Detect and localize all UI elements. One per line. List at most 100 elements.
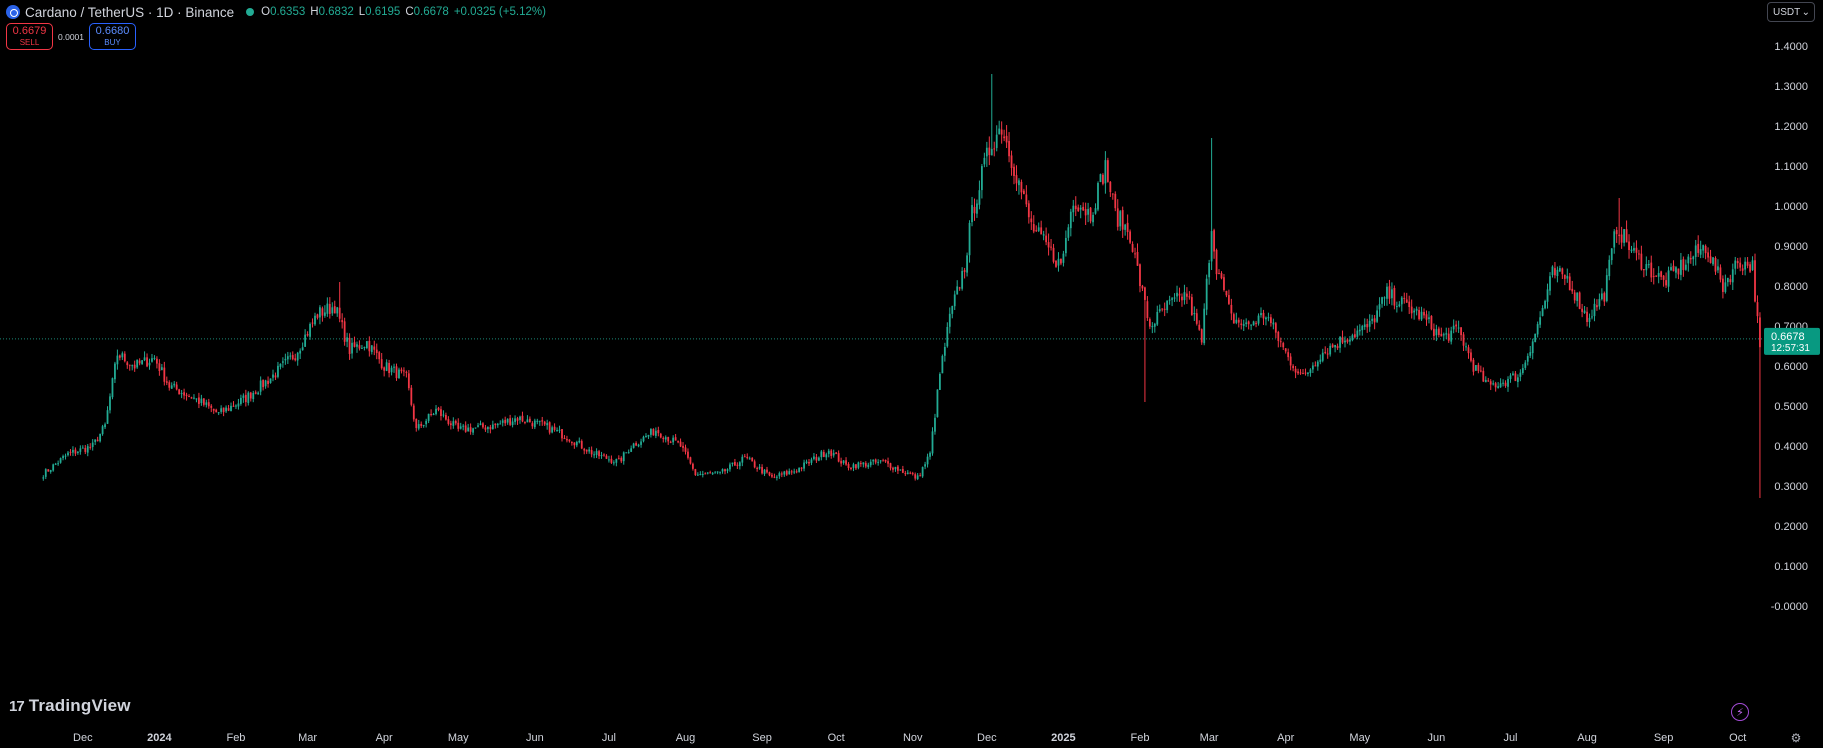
x-tick-label: Jul [1503, 732, 1517, 744]
candle-body [1684, 264, 1687, 270]
candle-body [1045, 235, 1048, 243]
candle-body [830, 450, 833, 456]
candle-body [988, 147, 991, 156]
candle-body [425, 420, 428, 425]
candle-body [864, 463, 867, 467]
candle-body [316, 314, 319, 318]
candle-body [1751, 260, 1754, 271]
candle-body [254, 392, 257, 394]
candle-body [1504, 382, 1507, 386]
price-change: +0.0325 (+5.12%) [453, 6, 546, 18]
candle-body [899, 469, 902, 471]
candle-body [106, 410, 109, 424]
candle-body [1376, 310, 1378, 322]
candle-body [1660, 271, 1663, 277]
candle-body [847, 464, 850, 469]
tradingview-logo[interactable]: 17 TradingView [9, 696, 131, 716]
candle-body [608, 459, 610, 461]
candle-body [1615, 229, 1618, 235]
candle-body [269, 378, 272, 384]
candle-body [788, 471, 791, 475]
candle-body [1460, 327, 1462, 336]
candle-body [1729, 279, 1732, 283]
candle-body [1331, 344, 1334, 348]
candle-body [926, 456, 929, 465]
candle-body [1625, 229, 1628, 243]
buy-button[interactable]: 0.6680 BUY [89, 23, 136, 50]
candle-body [1188, 296, 1191, 298]
candle-body [81, 447, 84, 449]
x-tick-label: Jun [1428, 732, 1446, 744]
candle-body [963, 270, 966, 272]
candle-body [49, 469, 52, 472]
candle-body [837, 453, 840, 462]
candle-body [536, 420, 539, 422]
candle-body [158, 363, 161, 371]
candle-body [1294, 368, 1297, 373]
lightning-icon[interactable]: ⚡ [1731, 703, 1749, 721]
candle-body [983, 157, 986, 165]
candle-body [808, 462, 810, 464]
candle-body [1334, 344, 1337, 348]
candle-body [803, 462, 805, 469]
gear-icon[interactable]: ⚙ [1790, 731, 1802, 745]
candle-body [1069, 211, 1072, 229]
price-axis[interactable]: 1.4000 1.3000 1.2000 1.1000 1.0000 0.9000 0.80… [1771, 41, 1808, 613]
candle-body [894, 466, 897, 470]
candle-body [813, 456, 815, 459]
candle-body [1129, 231, 1131, 243]
symbol-title[interactable]: Cardano / TetherUS · 1D · Binance [25, 4, 235, 20]
time-axis[interactable]: Dec 2024 Feb Mar Apr May Jun Jul Aug Sep Oct Nov Dec… [73, 732, 1746, 744]
currency-select[interactable]: USDT ⌄ [1767, 2, 1815, 22]
candle-body [1529, 352, 1532, 356]
candle-body [1311, 365, 1314, 370]
candle-body [573, 442, 576, 446]
sell-button[interactable]: 0.6679 SELL [6, 23, 53, 50]
candle-body [1055, 260, 1057, 267]
candle-body [311, 322, 314, 324]
candle-body [1274, 323, 1277, 333]
candle-body [568, 439, 571, 442]
candle-body [1326, 353, 1329, 355]
candle-body [993, 148, 996, 150]
candle-body [1630, 249, 1633, 252]
candle-body [953, 294, 956, 307]
candle-body [1181, 296, 1183, 301]
candle-body [1178, 293, 1181, 296]
candle-body [615, 458, 618, 463]
candle-body [1141, 285, 1144, 289]
candle-body [694, 469, 697, 476]
candle-body [267, 380, 269, 385]
candle-body [570, 442, 573, 444]
candle-body [128, 364, 131, 366]
candle-body [1111, 193, 1114, 195]
candle-body [1482, 370, 1485, 382]
candle-body [882, 460, 884, 462]
candle-body [1186, 293, 1188, 297]
candle-body [1521, 368, 1524, 373]
candle-body [1475, 365, 1477, 371]
candle-body [1134, 253, 1136, 255]
candle-body [541, 420, 544, 422]
candle-body [795, 471, 798, 473]
candle-body [1623, 229, 1625, 243]
candle-body [533, 420, 536, 428]
candle-body [595, 451, 598, 455]
tradingview-logo-icon: 17 [9, 697, 25, 715]
candle-body [825, 454, 828, 458]
candle-body [257, 392, 260, 395]
candle-body [1171, 298, 1173, 300]
candle-body [1707, 252, 1709, 258]
candle-body [612, 462, 615, 464]
candle-body [1289, 356, 1292, 366]
candle-body [748, 458, 751, 460]
candle-body [44, 469, 47, 477]
candle-body [1558, 268, 1561, 272]
candle-body [756, 467, 759, 469]
candle-body [69, 451, 72, 453]
candle-body [805, 461, 808, 463]
candle-body [872, 459, 875, 462]
candle-body [659, 433, 662, 438]
y-tick-label: 0.4000 [1774, 441, 1808, 453]
